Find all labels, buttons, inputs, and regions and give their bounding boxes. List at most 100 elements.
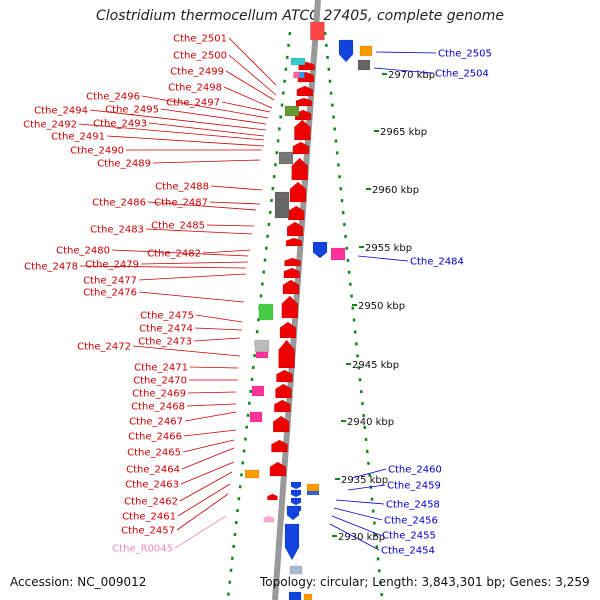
gene-feature-blue — [290, 497, 302, 506]
label-leader-line — [329, 523, 380, 551]
gene-label: Cthe_2473 — [138, 337, 192, 348]
gene-label: Cthe_2491 — [51, 132, 105, 143]
gene-feature-red — [294, 119, 311, 141]
tick-label: 2950 kbp — [358, 301, 405, 312]
gene-label: Cthe_2459 — [387, 481, 441, 492]
gene-label: Cthe_2463 — [125, 480, 179, 491]
gene-feature-grey — [278, 151, 294, 165]
gene-label: Cthe_2477 — [83, 276, 137, 287]
label-leader-line — [182, 439, 235, 453]
gene-feature-red — [292, 141, 310, 155]
label-leader-line — [357, 255, 409, 262]
label-leader-line — [186, 403, 237, 407]
gene-feature-lightgrey — [254, 339, 270, 353]
gene-feature-red — [282, 279, 300, 295]
gene-label: Cthe_2486 — [92, 198, 146, 209]
gene-label: Cthe_2505 — [438, 49, 492, 60]
tick-label: 2955 kbp — [365, 243, 412, 254]
topology-label: Topology: circular; Length: 3,843,301 bp… — [260, 575, 590, 589]
gene-label: Cthe_2485 — [151, 221, 205, 232]
gene-feature-orange — [359, 45, 373, 57]
gene-label: Cthe_2498 — [168, 83, 222, 94]
gene-label: Cthe_2496 — [86, 92, 140, 103]
label-leader-line — [210, 185, 263, 191]
gene-feature-blue — [286, 505, 300, 521]
gene-label: Cthe_2499 — [170, 67, 224, 78]
label-leader-line — [138, 273, 247, 281]
label-leader-line — [195, 314, 243, 323]
label-leader-line — [111, 249, 249, 257]
label-leader-line — [228, 54, 277, 96]
gene-feature-magenta — [255, 351, 269, 359]
label-leader-line — [141, 95, 269, 119]
label-leader-line — [335, 499, 385, 505]
tick-label: 2965 kbp — [380, 127, 427, 138]
gene-feature-red — [286, 221, 304, 237]
gene-feature-red — [267, 493, 278, 501]
label-leader-line — [106, 135, 265, 147]
label-leader-line — [375, 51, 437, 54]
label-leader-line — [183, 429, 237, 437]
gene-feature-red — [274, 399, 291, 413]
label-leader-line — [202, 249, 251, 254]
label-leader-line — [181, 447, 235, 470]
gene-label: Cthe_2501 — [173, 34, 227, 45]
gene-label: Cthe_2497 — [166, 98, 220, 109]
gene-feature-red — [295, 97, 313, 107]
gene-feature-blue — [290, 481, 302, 490]
gene-feature-blue — [338, 39, 354, 63]
gene-label: Cthe_2462 — [124, 497, 178, 508]
gene-feature-red — [275, 383, 292, 399]
gene-label: Cthe_2480 — [56, 246, 110, 257]
gene-feature-lightblue — [289, 565, 303, 575]
gene-feature-orange — [244, 469, 260, 479]
gene-label: Cthe_2489 — [97, 159, 151, 170]
gene-label: Cthe_2467 — [129, 417, 183, 428]
label-leader-line — [176, 493, 229, 531]
gene-label: Cthe_2478 — [24, 262, 78, 273]
gene-label: Cthe_2465 — [127, 448, 181, 459]
gene-label: Cthe_2456 — [384, 516, 438, 527]
gene-label: Cthe_2464 — [126, 465, 180, 476]
gene-label: Cthe_2487 — [154, 198, 208, 209]
label-leader-line — [152, 159, 261, 164]
gene-feature-red — [285, 237, 303, 247]
gene-feature-blue — [284, 523, 300, 561]
label-leader-line — [333, 507, 383, 521]
gene-feature-magenta — [251, 385, 265, 397]
gene-label: Cthe_2470 — [133, 376, 187, 387]
gene-label: Cthe_R0045 — [112, 544, 173, 555]
gene-label: Cthe_2468 — [131, 402, 185, 413]
gene-label: Cthe_2492 — [23, 120, 77, 131]
gene-feature-red — [281, 295, 299, 319]
gene-feature-red — [279, 321, 297, 339]
label-leader-line — [78, 123, 265, 141]
gene-feature-red — [278, 339, 295, 369]
gene-label: Cthe_2461 — [122, 512, 176, 523]
gene-label: Cthe_2466 — [128, 432, 182, 443]
label-leader-line — [347, 484, 386, 491]
gene-label: Cthe_2500 — [173, 51, 227, 62]
tick-label: 2960 kbp — [372, 185, 419, 196]
gene-feature-blue — [299, 71, 305, 79]
gene-feature-blue — [288, 591, 302, 600]
gene-label: Cthe_2476 — [83, 288, 137, 299]
gene-label: Cthe_2454 — [381, 546, 435, 557]
gene-label: Cthe_2472 — [77, 342, 131, 353]
label-leader-line — [194, 327, 243, 331]
gene-feature-orange — [303, 593, 313, 600]
label-leader-line — [138, 291, 245, 303]
label-leader-line — [145, 228, 253, 235]
label-leader-line — [174, 515, 227, 549]
gene-label: Cthe_2482 — [147, 249, 201, 260]
tick-label: 2930 kbp — [338, 532, 385, 543]
gene-label: Cthe_2483 — [90, 225, 144, 236]
label-leader-line — [184, 411, 237, 422]
label-leader-line — [79, 265, 247, 269]
gene-feature-magenta — [249, 411, 263, 423]
label-leader-line — [179, 471, 233, 502]
label-leader-line — [351, 468, 387, 479]
label-leader-line — [223, 86, 273, 109]
label-leader-line — [147, 201, 257, 211]
